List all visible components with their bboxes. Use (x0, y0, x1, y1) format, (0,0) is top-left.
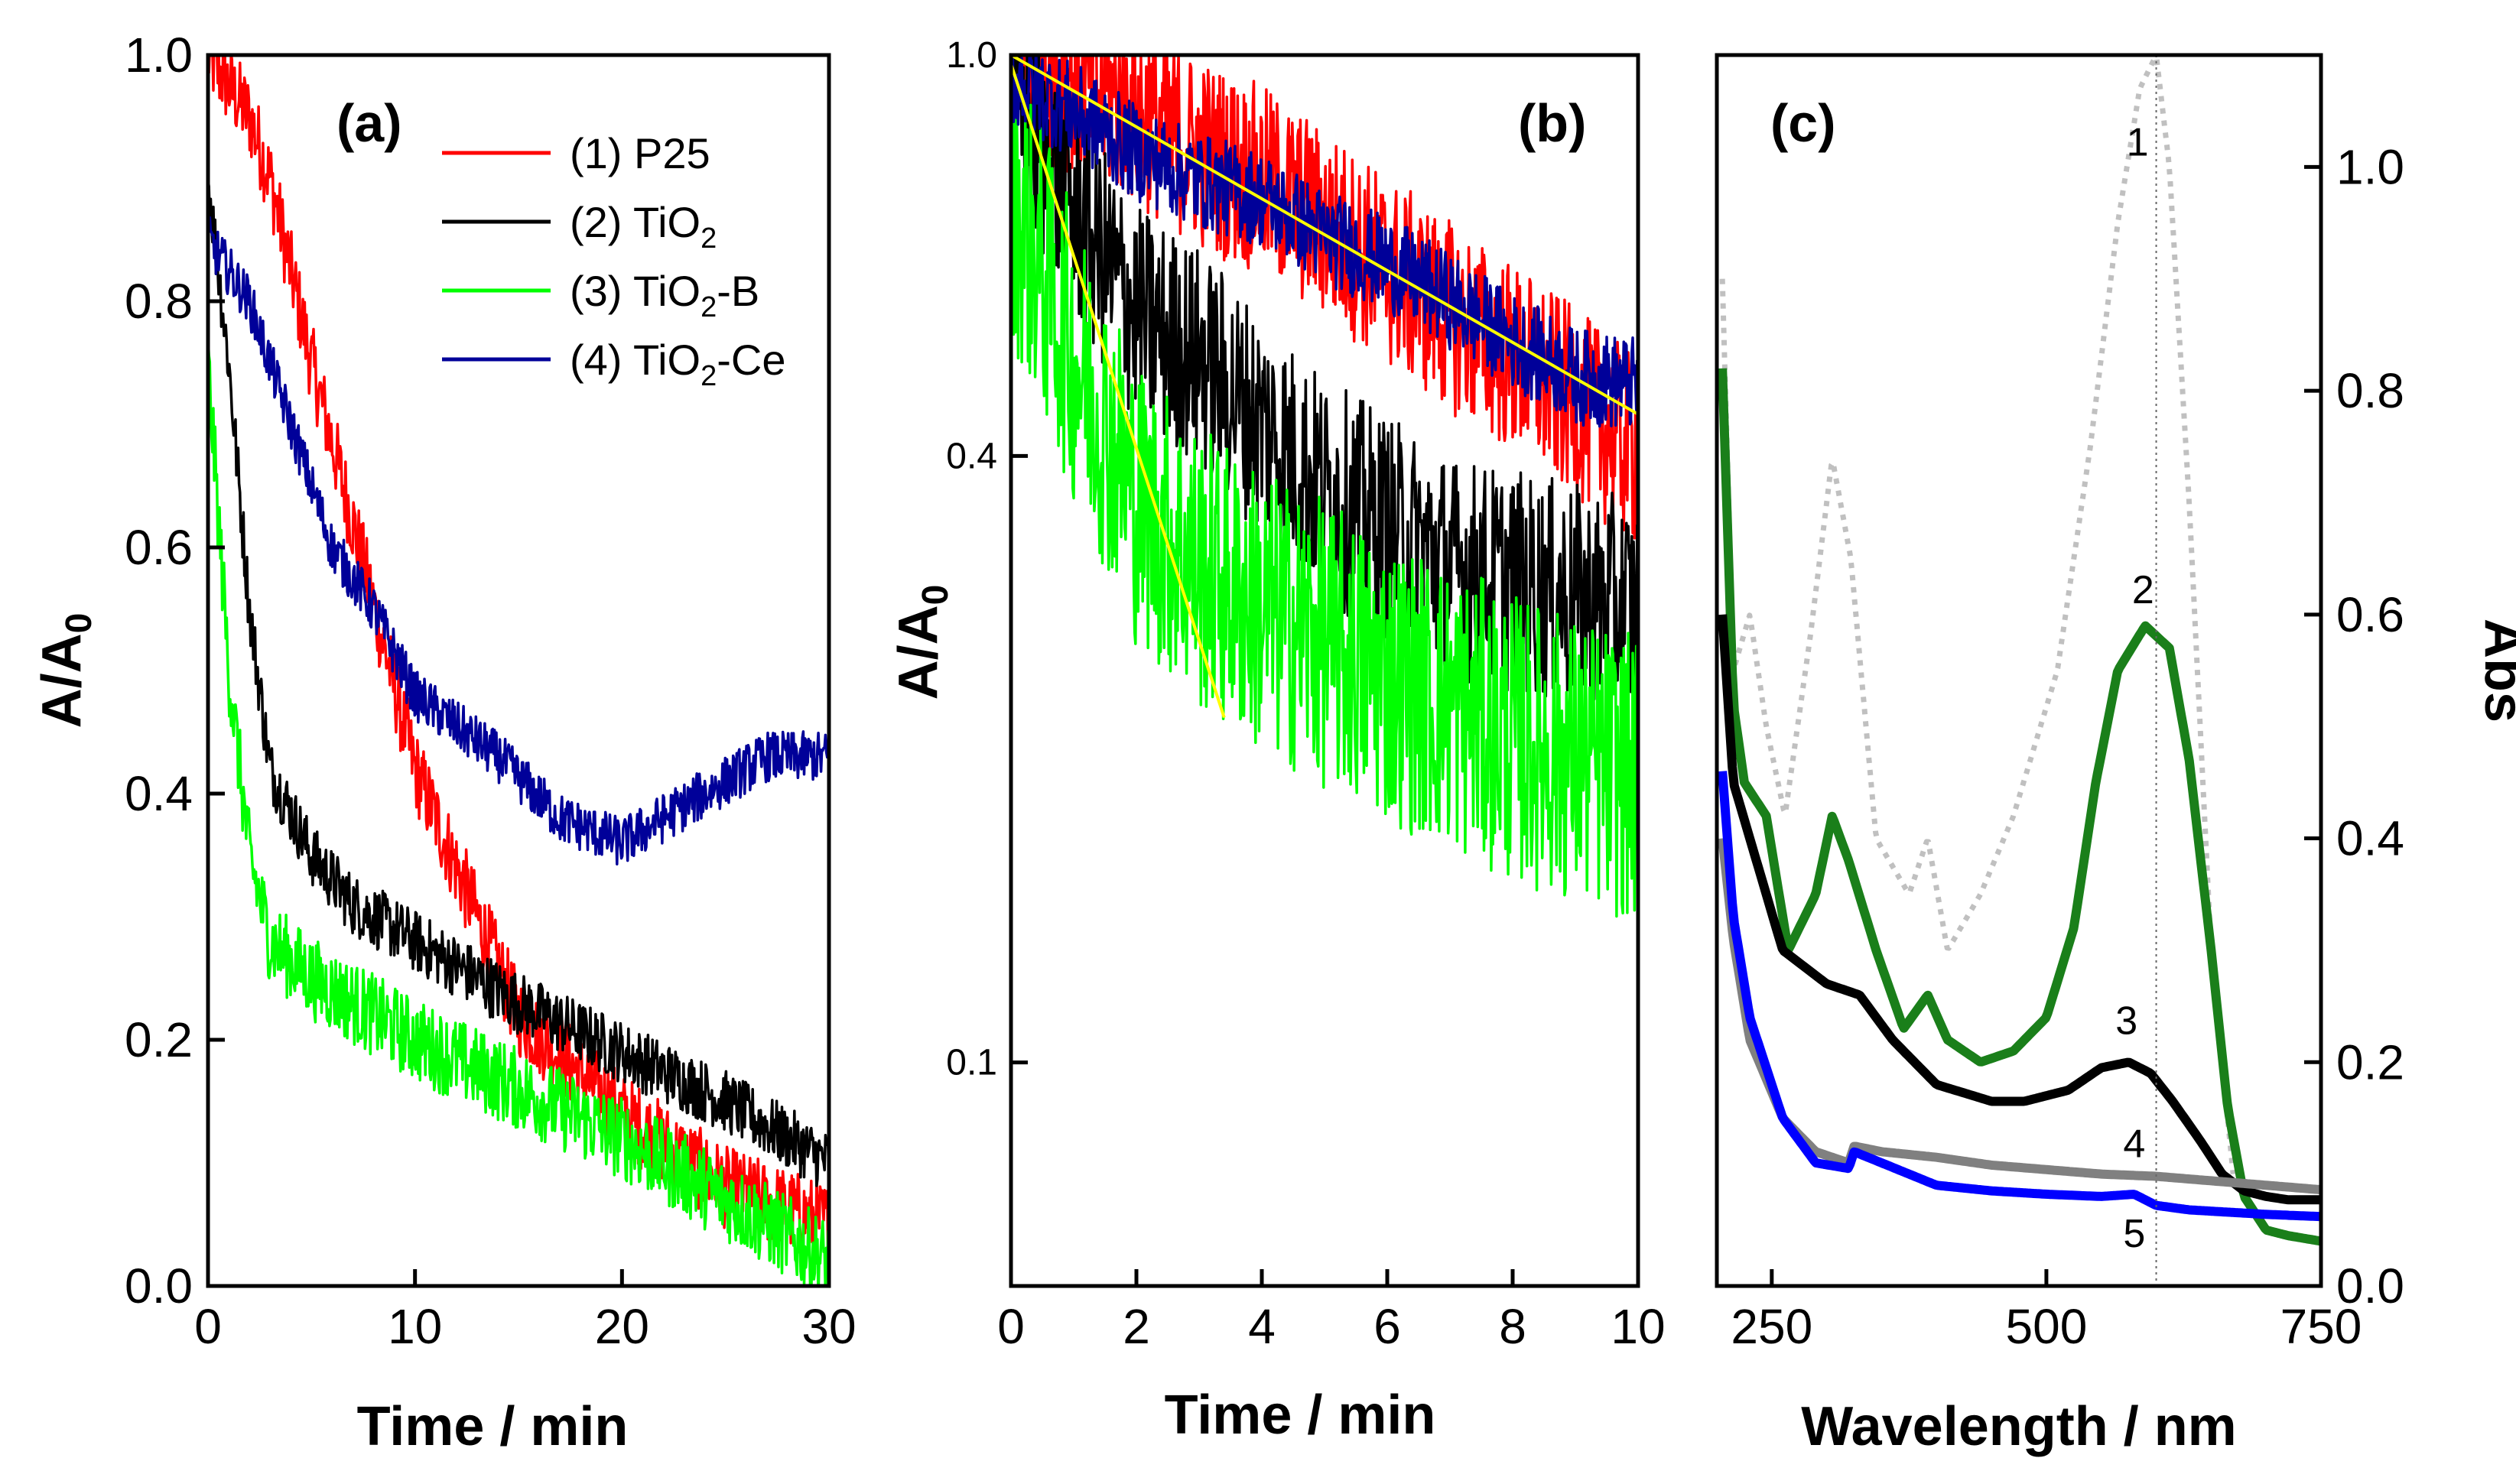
legend-label-sub: 2 (701, 222, 717, 255)
legend-label: (1) P25 (570, 129, 710, 177)
y-tick-label: 0.6 (125, 520, 193, 575)
panel-c-x-axis-title: Wavelength / nm (1801, 1396, 2236, 1457)
panel-b: 0 2 4 6 8 100.10.41.0 (b) Time / min A/A0 (888, 35, 1666, 1446)
y-tick-label: 0.4 (2336, 811, 2404, 866)
legend-label-main: (3) TiO (570, 267, 701, 315)
panel-a-ticks: 0 10 20 30 0.0 0.2 0.4 0.6 0.8 1.0 (125, 28, 857, 1354)
y-tick-label: 0.0 (2336, 1258, 2404, 1314)
y-tick-label: 1.0 (946, 35, 997, 76)
y-tick-label: 0.8 (125, 274, 193, 329)
x-tick-label: 30 (801, 1299, 856, 1354)
y-tick-label: 0.2 (2336, 1034, 2404, 1089)
x-tick-label: 500 (2006, 1299, 2088, 1354)
fit-TiO2-B-line (1011, 63, 1226, 719)
y-tick-label: 1.0 (125, 28, 193, 83)
series-line-1 (1719, 55, 2236, 1174)
series-line-4 (1718, 837, 2321, 1195)
panel-c-series (1718, 55, 2321, 1286)
y-tick-label: 0.4 (125, 766, 193, 821)
panel-a-frame (206, 53, 831, 1288)
curve-label: 1 (2127, 121, 2149, 165)
panel-a-x-axis-title: Time / min (357, 1396, 629, 1457)
series-line-3 (1718, 614, 2321, 1205)
legend-label-main: (2) TiO (570, 198, 701, 246)
curve-label: 3 (2115, 999, 2137, 1044)
y-tick-label: 0.4 (946, 436, 997, 476)
curve-label: 4 (2123, 1122, 2145, 1167)
panel-c-curve-labels: 1 2 3 4 5 (2115, 121, 2154, 1256)
panel-b-series (1011, 55, 1638, 918)
x-tick-label: 2 (1123, 1299, 1150, 1354)
legend-label-suffix: -B (717, 267, 759, 315)
legend-label-sub: 2 (701, 291, 717, 323)
panel-a-y-axis-title-sub: 0 (59, 613, 99, 634)
panel-a-label: (a) (336, 93, 402, 153)
series-line-5 (1718, 771, 2321, 1222)
panel-a-y-axis-title: A/A0 (31, 613, 99, 729)
panel-b-x-axis-title: Time / min (1165, 1385, 1436, 1446)
y-tick-label: 1.0 (2336, 139, 2404, 194)
legend-label-main: (4) TiO (570, 336, 701, 384)
legend-label-main: (1) P25 (570, 129, 710, 177)
panel-b-y-axis-title: A/A0 (888, 585, 956, 700)
legend: (1) P25(2) TiO2(3) TiO2-B(4) TiO2-Ce (442, 129, 786, 392)
series-line-tio2-b (208, 338, 829, 1286)
panel-a-series (208, 55, 829, 1286)
curve-label: 5 (2123, 1212, 2145, 1256)
series-line-tio2-ce (208, 216, 829, 865)
legend-label: (2) TiO2 (570, 198, 717, 255)
y-tick-label: 0.1 (946, 1043, 997, 1083)
y-tick-label: 0.0 (125, 1258, 193, 1314)
fit-P25-line (1011, 55, 1638, 416)
x-tick-label: 0 (997, 1299, 1025, 1354)
legend-label-sub: 2 (701, 360, 717, 392)
series-line-tio2-b (1011, 70, 1638, 918)
x-tick-label: 10 (1611, 1299, 1665, 1354)
series-line-tio2 (1011, 55, 1638, 721)
panel-c-frame (1715, 53, 2323, 1288)
panel-b-frame (1009, 53, 1640, 1288)
legend-label: (4) TiO2-Ce (570, 336, 786, 392)
series-line-tio2 (208, 179, 829, 1187)
panel-a-y-axis-title-main: A/A (31, 633, 93, 728)
curve-label: 2 (2132, 568, 2154, 612)
panel-c-label: (c) (1770, 93, 1836, 153)
x-tick-label: 750 (2280, 1299, 2362, 1354)
x-tick-label: 8 (1499, 1299, 1526, 1354)
legend-label-suffix: -Ce (717, 336, 785, 384)
panel-c-y-axis-title: Abs (2473, 619, 2516, 723)
y-tick-label: 0.6 (2336, 587, 2404, 642)
y-tick-label: 0.2 (125, 1012, 193, 1067)
legend-label: (3) TiO2-B (570, 267, 759, 323)
x-tick-label: 250 (1731, 1299, 1812, 1354)
panel-a: 0 10 20 300.00.20.40.60.81.0 (a) (1) P25(2)… (31, 28, 857, 1457)
x-tick-label: 0 (194, 1299, 222, 1354)
x-tick-label: 20 (595, 1299, 649, 1354)
panel-b-label: (b) (1518, 93, 1586, 153)
series-line-2 (1718, 368, 2321, 1246)
x-tick-label: 4 (1248, 1299, 1276, 1354)
y-tick-label: 0.8 (2336, 363, 2404, 418)
panel-b-y-axis-title-sub: 0 (915, 585, 956, 606)
x-tick-label: 10 (388, 1299, 442, 1354)
x-tick-label: 6 (1373, 1299, 1401, 1354)
panel-b-y-axis-title-main: A/A (888, 605, 949, 700)
panel-b-ticks: 0 2 4 6 8 10 0.1 0.4 1.0 (946, 35, 1665, 1354)
